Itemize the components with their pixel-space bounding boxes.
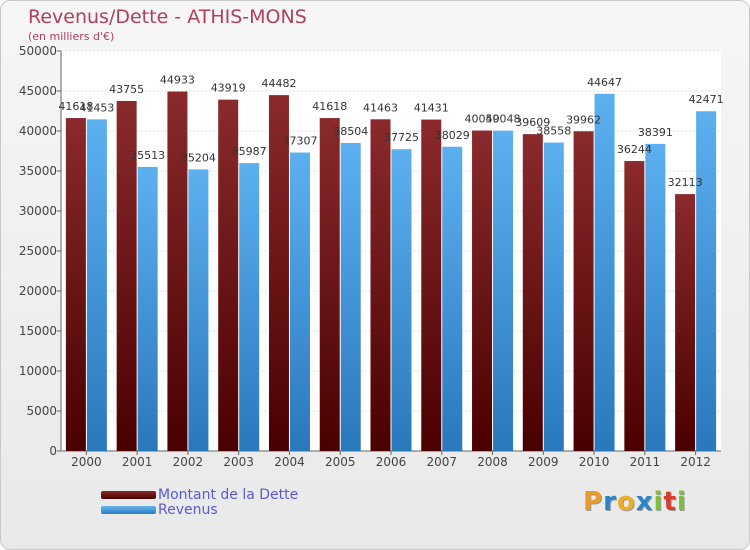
legend-item-revenus: Revenus	[101, 501, 298, 518]
legend-swatch-revenus	[101, 505, 156, 514]
x-tick-label: 2012	[680, 455, 711, 469]
logo-letter: x	[635, 487, 654, 517]
data-label-revenus: 38029	[435, 129, 470, 142]
data-label-dette: 41618	[312, 100, 347, 113]
x-tick-label: 2001	[122, 455, 153, 469]
x-tick-label: 2004	[274, 455, 305, 469]
data-label-revenus: 40048	[486, 113, 521, 126]
data-label-dette: 40059	[465, 113, 500, 126]
y-tick-label: 10000	[19, 364, 57, 378]
bar-dette	[472, 130, 493, 451]
y-tick-label: 5000	[26, 404, 57, 418]
chart-title: Revenus/Dette - ATHIS-MONS	[28, 6, 307, 28]
x-tick-label: 2009	[528, 455, 559, 469]
y-tick-label: 30000	[19, 204, 57, 218]
bar-revenus	[340, 142, 361, 451]
legend-label-revenus: Revenus	[158, 501, 218, 518]
bar-dette	[65, 118, 86, 451]
x-tick-label: 2003	[223, 455, 254, 469]
bar-revenus	[442, 146, 463, 451]
legend-swatch-dette	[101, 490, 156, 499]
logo-letter: P	[583, 487, 604, 517]
bar-dette	[116, 100, 137, 452]
data-label-dette: 44933	[160, 74, 195, 87]
data-label-dette: 41463	[363, 101, 398, 114]
data-label-revenus: 35204	[181, 151, 216, 164]
logo-letter: t	[663, 487, 677, 517]
bar-dette	[167, 91, 188, 451]
data-label-revenus: 37725	[384, 131, 419, 144]
data-label-revenus: 44647	[587, 76, 622, 89]
data-label-revenus: 38504	[333, 125, 368, 138]
bar-dette	[573, 131, 594, 451]
bar-revenus	[188, 169, 209, 452]
bar-revenus	[137, 166, 158, 451]
bar-revenus	[543, 142, 564, 451]
data-label-dette: 43919	[211, 82, 246, 95]
bar-revenus	[391, 149, 412, 451]
bar-dette	[268, 95, 289, 452]
bar-revenus	[86, 119, 107, 451]
data-label-revenus: 41453	[79, 101, 114, 114]
logo-letter: i	[676, 487, 687, 517]
bar-dette	[675, 194, 696, 451]
data-label-revenus: 38558	[536, 125, 571, 138]
data-label-revenus: 38391	[638, 126, 673, 139]
legend-label-dette: Montant de la Dette	[158, 486, 299, 503]
data-label-dette: 36244	[617, 143, 652, 156]
bar-revenus	[289, 152, 310, 451]
x-tick-label: 2005	[325, 455, 356, 469]
data-label-dette: 44482	[261, 77, 296, 90]
bar-dette	[421, 119, 442, 451]
bar-revenus	[696, 111, 717, 452]
logo-letter: r	[603, 487, 617, 517]
bar-revenus	[594, 93, 615, 451]
x-tick-label: 2002	[173, 455, 204, 469]
proxiti-logo: Proxiti	[583, 487, 687, 517]
data-label-dette: 32113	[668, 176, 703, 189]
data-label-dette: 39962	[566, 113, 601, 126]
y-tick-label: 0	[49, 444, 57, 458]
x-tick-label: 2006	[376, 455, 407, 469]
data-label-revenus: 42471	[689, 93, 724, 106]
x-tick-label: 2007	[426, 455, 457, 469]
y-tick-label: 20000	[19, 284, 57, 298]
bar-revenus	[493, 130, 514, 451]
data-label-dette: 39609	[515, 116, 550, 129]
x-tick-label: 2000	[71, 455, 102, 469]
x-tick-label: 2010	[579, 455, 610, 469]
x-tick-label: 2011	[630, 455, 661, 469]
data-label-revenus: 37307	[282, 135, 317, 148]
data-label-dette: 41618	[58, 100, 93, 113]
logo-letter: i	[653, 487, 664, 517]
bar-dette	[370, 119, 391, 452]
bar-dette	[522, 134, 543, 452]
y-tick-label: 45000	[19, 84, 57, 98]
bar-dette	[319, 118, 340, 451]
y-tick-label: 50000	[19, 44, 57, 58]
data-label-revenus: 35513	[130, 149, 165, 162]
bar-revenus	[239, 163, 260, 451]
chart-subtitle: (en milliers d'€)	[28, 30, 115, 43]
bar-dette	[218, 99, 239, 451]
logo-letter: o	[616, 487, 636, 517]
y-tick-label: 40000	[19, 124, 57, 138]
data-label-dette: 41431	[414, 102, 449, 115]
x-tick-label: 2008	[477, 455, 508, 469]
y-tick-label: 15000	[19, 324, 57, 338]
y-tick-label: 25000	[19, 244, 57, 258]
bar-revenus	[645, 143, 666, 451]
y-tick-label: 35000	[19, 164, 57, 178]
data-label-revenus: 35987	[232, 145, 267, 158]
data-label-dette: 43755	[109, 83, 144, 96]
bar-dette	[624, 161, 645, 451]
legend-item-dette: Montant de la Dette	[101, 486, 299, 503]
legend: Montant de la Dette Revenus	[101, 486, 299, 518]
